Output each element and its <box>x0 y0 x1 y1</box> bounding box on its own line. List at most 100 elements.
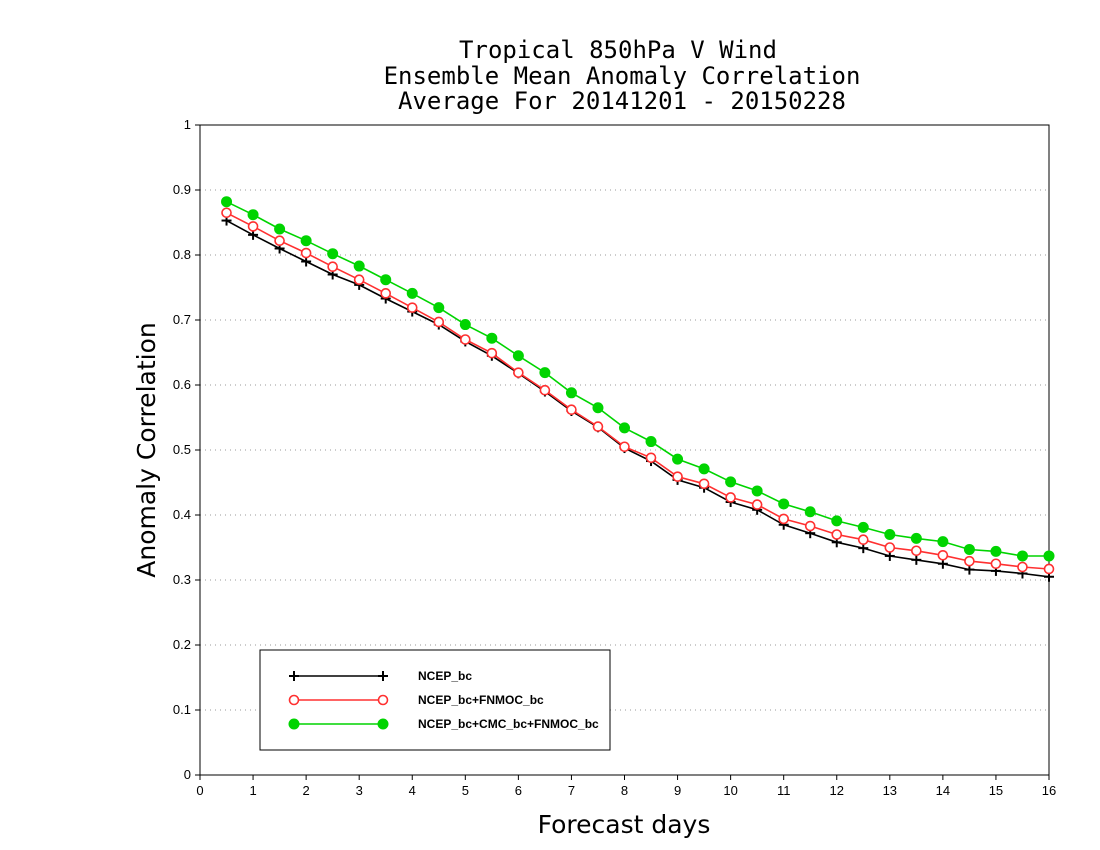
x-tick-label: 4 <box>409 783 416 798</box>
data-point-filled-circle <box>751 485 763 497</box>
data-point-filled-circle <box>619 422 630 434</box>
data-point-open-circle <box>1017 561 1028 573</box>
x-tick-label: 7 <box>568 783 575 798</box>
data-point-filled-circle <box>990 545 1002 557</box>
chart-titles: Tropical 850hPa V Wind Ensemble Mean Ano… <box>384 36 861 115</box>
data-point-plus <box>289 671 299 681</box>
data-point-filled-circle <box>1016 550 1028 562</box>
series-1 <box>221 215 1054 582</box>
y-tick-label: 0.3 <box>173 572 191 587</box>
data-point-filled-circle <box>247 209 259 221</box>
data-point-filled-circle <box>512 350 524 362</box>
x-tick-label: 13 <box>883 783 897 798</box>
data-point-open-circle <box>804 520 816 532</box>
data-point-open-circle <box>566 404 577 416</box>
legend-entry: NCEP_bc <box>289 669 472 683</box>
y-tick-label: 0 <box>184 767 191 782</box>
data-point-open-circle <box>221 207 232 219</box>
series-3 <box>221 196 1055 562</box>
data-point-filled-circle <box>831 515 843 527</box>
data-point-plus <box>378 671 388 681</box>
y-tick-label: 0.8 <box>173 247 191 262</box>
data-point-filled-circle <box>353 260 365 272</box>
data-point-open-circle <box>327 261 338 273</box>
data-point-open-circle <box>353 274 365 286</box>
data-point-open-circle <box>831 529 843 540</box>
data-point-filled-circle <box>221 196 233 208</box>
data-point-open-circle <box>672 471 683 482</box>
chart-title-line-3: Average For 20141201 - 20150228 <box>398 87 846 115</box>
data-point-open-circle <box>247 221 259 232</box>
x-tick-label: 16 <box>1042 783 1056 798</box>
x-axis-title: Forecast days <box>538 810 711 839</box>
data-point-filled-circle <box>380 274 392 286</box>
data-point-filled-circle <box>963 543 975 555</box>
data-point-filled-circle <box>698 463 710 475</box>
x-tick-label: 1 <box>249 783 256 798</box>
chart-title-line-2: Ensemble Mean Anomaly Correlation <box>384 62 861 90</box>
data-point-filled-circle <box>937 536 949 548</box>
data-point-open-circle <box>513 367 524 378</box>
data-point-open-circle <box>380 288 392 299</box>
data-point-filled-circle <box>288 718 300 730</box>
data-point-open-circle <box>911 545 922 557</box>
y-tick-label: 0.1 <box>173 702 191 717</box>
data-point-open-circle <box>725 492 736 503</box>
y-axis: 0 0.1 0.2 0.3 0.4 0.5 0.6 0.7 0.8 0.9 1 <box>173 117 200 782</box>
data-point-plus <box>911 554 922 565</box>
data-point-open-circle <box>592 421 604 432</box>
series-group <box>221 196 1055 582</box>
data-point-open-circle <box>698 478 710 490</box>
data-point-open-circle <box>406 302 418 313</box>
x-tick-label: 12 <box>830 783 844 798</box>
data-point-filled-circle <box>459 319 471 331</box>
y-axis-title: Anomaly Correlation <box>132 322 161 577</box>
x-tick-label: 11 <box>777 783 791 798</box>
data-point-filled-circle <box>300 235 312 247</box>
data-point-filled-circle <box>804 506 816 518</box>
data-point-open-circle <box>460 334 471 345</box>
y-tick-label: 0.6 <box>173 377 191 392</box>
data-point-open-circle <box>937 549 949 561</box>
x-tick-label: 14 <box>936 783 950 798</box>
y-tick-label: 0.4 <box>173 507 191 522</box>
chart-title-line-1: Tropical 850hPa V Wind <box>459 36 777 64</box>
x-tick-label: 6 <box>515 783 522 798</box>
legend-entry: NCEP_bc+FNMOC_bc <box>288 693 544 707</box>
series-line <box>226 212 1050 570</box>
legend-entry: NCEP_bc+CMC_bc+FNMOC_bc <box>288 717 599 731</box>
legend-label: NCEP_bc <box>418 669 472 683</box>
data-point-filled-circle <box>725 476 737 488</box>
data-point-open-circle <box>274 235 285 246</box>
data-point-filled-circle <box>884 529 896 540</box>
data-point-filled-circle <box>592 402 604 414</box>
x-axis: 0 1 2 3 4 5 6 7 8 9 10 11 12 13 14 15 16 <box>196 775 1056 798</box>
x-tick-label: 8 <box>621 783 628 798</box>
data-point-filled-circle <box>1043 550 1055 562</box>
data-point-filled-circle <box>377 718 389 730</box>
data-point-filled-circle <box>857 521 869 533</box>
x-tick-label: 3 <box>356 783 363 798</box>
data-point-open-circle <box>884 542 896 553</box>
data-point-filled-circle <box>539 367 551 379</box>
data-point-open-circle <box>645 452 657 464</box>
data-point-open-circle <box>778 513 789 525</box>
data-point-open-circle <box>619 441 630 453</box>
data-point-open-circle <box>990 558 1002 570</box>
data-point-filled-circle <box>910 532 922 544</box>
data-point-open-circle <box>751 499 763 510</box>
data-point-open-circle <box>857 534 869 546</box>
series-line <box>226 219 1050 578</box>
data-point-filled-circle <box>645 436 657 448</box>
y-tick-label: 0.2 <box>173 637 191 652</box>
x-tick-label: 5 <box>462 783 469 798</box>
data-point-open-circle <box>300 247 312 259</box>
y-tick-label: 0.9 <box>173 182 191 197</box>
data-point-filled-circle <box>433 302 445 314</box>
data-point-open-circle <box>288 694 300 706</box>
legend: NCEP_bc NCEP_bc+FNMOC_bc NCEP_bc+CMC_bc+FN… <box>259 649 611 751</box>
x-tick-label: 2 <box>303 783 310 798</box>
y-tick-label: 1 <box>184 117 191 132</box>
data-point-filled-circle <box>327 248 339 260</box>
